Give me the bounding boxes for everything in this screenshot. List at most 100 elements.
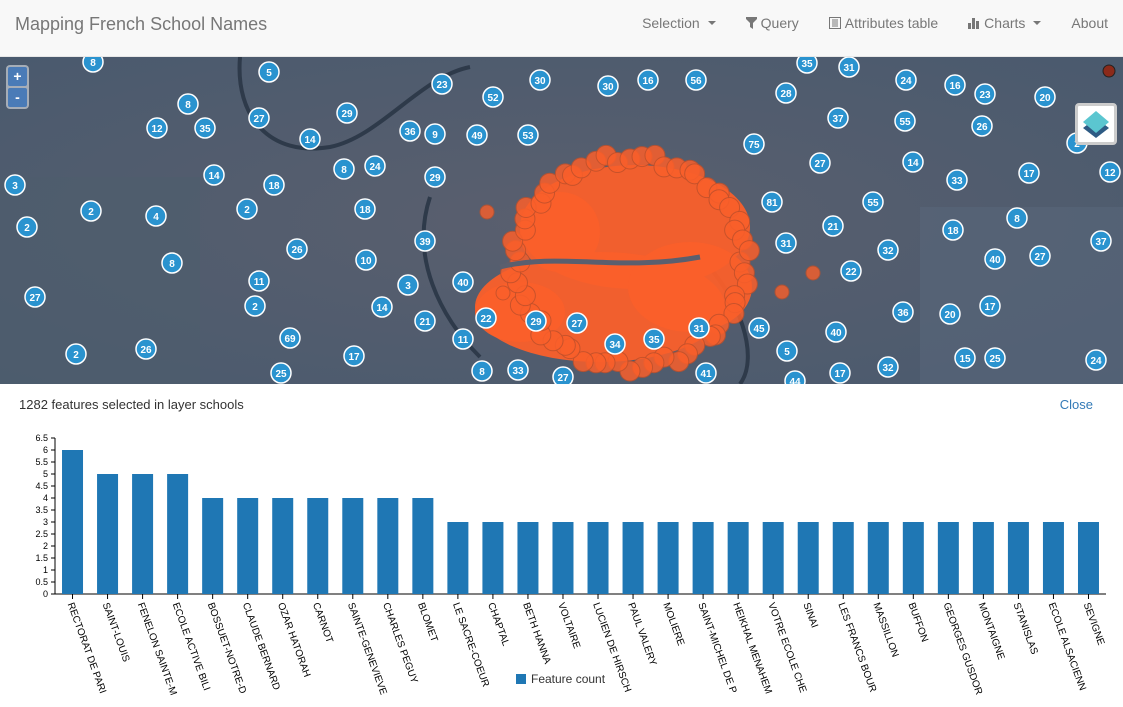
bar[interactable] (517, 522, 539, 594)
cluster-marker[interactable]: 44 (784, 370, 806, 384)
cluster-marker[interactable]: 2 (244, 295, 266, 317)
cluster-marker[interactable]: 25 (984, 347, 1006, 369)
cluster-marker[interactable]: 22 (475, 307, 497, 329)
nav-query[interactable]: Query (731, 15, 814, 31)
bar[interactable] (272, 498, 294, 594)
zoom-out-button[interactable]: - (8, 88, 27, 107)
cluster-marker[interactable]: 29 (424, 166, 446, 188)
cluster-marker[interactable]: 33 (507, 359, 529, 381)
cluster-marker[interactable]: 14 (203, 164, 225, 186)
cluster-marker[interactable]: 24 (1085, 349, 1107, 371)
cluster-marker[interactable]: 36 (399, 120, 421, 142)
cluster-marker[interactable]: 8 (471, 360, 493, 382)
cluster-marker[interactable]: 55 (894, 110, 916, 132)
cluster-marker[interactable]: 27 (552, 366, 574, 384)
bar[interactable] (132, 474, 154, 594)
cluster-marker[interactable]: 4 (145, 205, 167, 227)
cluster-marker[interactable]: 24 (895, 69, 917, 91)
cluster-marker[interactable]: 18 (942, 219, 964, 241)
cluster-marker[interactable]: 11 (248, 270, 270, 292)
bar[interactable] (622, 522, 644, 594)
cluster-marker[interactable]: 40 (825, 321, 847, 343)
cluster-marker[interactable]: 18 (354, 198, 376, 220)
cluster-marker[interactable]: 5 (258, 61, 280, 83)
cluster-marker[interactable]: 2 (236, 198, 258, 220)
cluster-marker[interactable]: 35 (796, 57, 818, 74)
cluster-marker[interactable]: 27 (809, 152, 831, 174)
cluster-marker[interactable]: 26 (286, 238, 308, 260)
cluster-marker[interactable]: 32 (877, 356, 899, 378)
bar[interactable] (342, 498, 364, 594)
bar[interactable] (727, 522, 749, 594)
cluster-marker[interactable]: 20 (1034, 86, 1056, 108)
cluster-marker[interactable]: 34 (604, 333, 626, 355)
cluster-marker[interactable]: 12 (146, 117, 168, 139)
cluster-marker[interactable]: 35 (194, 117, 216, 139)
cluster-marker[interactable]: 29 (525, 310, 547, 332)
cluster-marker[interactable]: 8 (161, 252, 183, 274)
cluster-marker[interactable]: 8 (82, 57, 104, 73)
bar[interactable] (552, 522, 574, 594)
cluster-marker[interactable]: 8 (1006, 207, 1028, 229)
cluster-marker[interactable]: 21 (414, 310, 436, 332)
cluster-marker[interactable]: 30 (597, 75, 619, 97)
cluster-marker[interactable]: 52 (482, 86, 504, 108)
cluster-marker[interactable]: 5 (776, 340, 798, 362)
cluster-marker[interactable]: 35 (643, 328, 665, 350)
cluster-marker[interactable]: 31 (838, 57, 860, 78)
cluster-marker[interactable]: 27 (248, 107, 270, 129)
cluster-marker[interactable]: 28 (775, 82, 797, 104)
cluster-marker[interactable]: 18 (263, 174, 285, 196)
bar[interactable] (937, 522, 959, 594)
cluster-marker[interactable]: 14 (371, 296, 393, 318)
cluster-marker[interactable]: 14 (299, 128, 321, 150)
bar[interactable] (797, 522, 819, 594)
cluster-marker[interactable]: 37 (827, 107, 849, 129)
cluster-marker[interactable]: 75 (743, 133, 765, 155)
cluster-marker[interactable]: 49 (466, 124, 488, 146)
cluster-marker[interactable]: 17 (829, 362, 851, 384)
cluster-marker[interactable]: 31 (688, 317, 710, 339)
cluster-marker[interactable]: 17 (979, 295, 1001, 317)
cluster-marker[interactable]: 10 (355, 249, 377, 271)
bar[interactable] (62, 450, 84, 594)
cluster-marker[interactable]: 2 (80, 200, 102, 222)
cluster-marker[interactable]: 41 (695, 362, 717, 384)
cluster-marker[interactable]: 33 (946, 169, 968, 191)
bar[interactable] (867, 522, 889, 594)
close-button[interactable]: Close (1059, 397, 1093, 412)
cluster-marker[interactable]: 8 (333, 158, 355, 180)
cluster-marker[interactable]: 21 (822, 215, 844, 237)
cluster-marker[interactable]: 26 (135, 338, 157, 360)
bar[interactable] (657, 522, 679, 594)
cluster-marker[interactable]: 36 (892, 301, 914, 323)
nav-charts[interactable]: Charts (953, 15, 1056, 31)
map[interactable]: 8 5 23 30 30 16 56 35 31 24 16 23 20 8 52 28 12 35 27 29 36 9… (0, 57, 1123, 384)
bar[interactable] (167, 474, 189, 594)
cluster-marker[interactable]: 40 (452, 271, 474, 293)
nav-selection[interactable]: Selection (627, 15, 731, 31)
bar[interactable] (447, 522, 469, 594)
cluster-marker[interactable]: 32 (877, 239, 899, 261)
bar[interactable] (902, 522, 924, 594)
bar[interactable] (1077, 522, 1099, 594)
bar[interactable] (1042, 522, 1064, 594)
cluster-marker[interactable]: 8 (177, 93, 199, 115)
zoom-in-button[interactable]: + (8, 67, 27, 86)
cluster-marker[interactable]: 22 (840, 260, 862, 282)
cluster-marker[interactable]: 27 (24, 286, 46, 308)
cluster-marker[interactable]: 25 (270, 362, 292, 384)
cluster-marker[interactable]: 3 (4, 174, 26, 196)
cluster-marker[interactable]: 20 (939, 303, 961, 325)
cluster-marker[interactable]: 40 (984, 248, 1006, 270)
bar[interactable] (202, 498, 224, 594)
cluster-marker[interactable]: 53 (517, 124, 539, 146)
app-title[interactable]: Mapping French School Names (15, 14, 268, 34)
cluster-marker[interactable]: 31 (775, 232, 797, 254)
bar[interactable] (587, 522, 609, 594)
cluster-marker[interactable]: 81 (761, 191, 783, 213)
cluster-marker[interactable]: 2 (65, 343, 87, 365)
cluster-marker[interactable]: 9 (424, 123, 446, 145)
cluster-marker[interactable]: 55 (862, 191, 884, 213)
cluster-marker[interactable]: 17 (1018, 162, 1040, 184)
